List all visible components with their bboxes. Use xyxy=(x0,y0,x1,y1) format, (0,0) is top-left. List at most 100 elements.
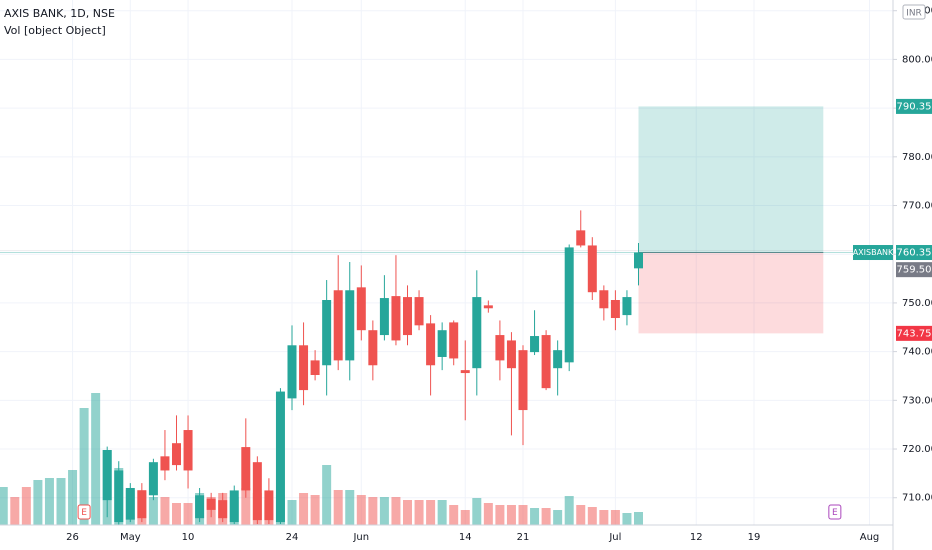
grid xyxy=(0,0,893,525)
volume-bar xyxy=(10,497,20,525)
x-tick-label: Aug xyxy=(860,532,880,543)
price-label-bg xyxy=(896,325,932,341)
price-label-bg xyxy=(896,98,932,114)
currency[interactable]: INR xyxy=(906,9,922,19)
chart-title: AXIS BANK, 1D, NSE xyxy=(4,7,115,20)
volume-bar xyxy=(21,487,31,525)
volume-bar xyxy=(622,513,632,525)
candle-body xyxy=(506,340,516,369)
candle-body xyxy=(356,287,366,331)
volume-bar xyxy=(426,500,436,525)
candle-body xyxy=(183,430,193,471)
volume-bar xyxy=(148,497,158,525)
event-label: E xyxy=(832,508,838,518)
x-tick-label: Jun xyxy=(352,532,369,543)
candle-body xyxy=(403,297,412,336)
volume-bar xyxy=(172,503,181,525)
symbol-label: AXISBANK xyxy=(853,248,894,257)
candle-body xyxy=(125,487,135,520)
candle-body xyxy=(460,370,470,374)
candle-body xyxy=(299,345,309,391)
candle-body xyxy=(160,456,170,471)
price-label: 790.35 xyxy=(897,101,932,112)
candle-body xyxy=(610,300,620,319)
volume-bar xyxy=(518,505,528,525)
y-tick-label: 730.00 xyxy=(902,395,932,406)
candle-body xyxy=(333,290,343,361)
candle-body xyxy=(102,450,112,501)
candle-body xyxy=(541,335,551,389)
price-label: 760.35 xyxy=(897,248,932,259)
candle-body xyxy=(622,297,632,316)
volume-bar xyxy=(553,510,563,525)
target-zone xyxy=(638,106,824,253)
volume-bar xyxy=(56,478,66,525)
candle-body xyxy=(530,336,540,353)
event-badge xyxy=(77,504,91,520)
volume-bar xyxy=(91,393,101,525)
candle-body xyxy=(218,500,228,519)
candle-body xyxy=(634,252,643,269)
candle-body xyxy=(449,322,459,359)
candle-body xyxy=(599,290,609,309)
volume-bar xyxy=(379,497,389,525)
x-tick-label: 26 xyxy=(66,532,79,543)
currency-badge[interactable] xyxy=(902,4,926,20)
candle-body xyxy=(287,345,297,399)
volume-bar xyxy=(345,490,355,525)
volume-bar xyxy=(68,470,78,525)
stop-zone xyxy=(638,252,824,334)
x-tick-label: Jul xyxy=(608,532,621,543)
candle-body xyxy=(310,360,320,375)
y-tick-label: 740.00 xyxy=(902,347,932,358)
candle-body xyxy=(576,230,586,246)
candle-body xyxy=(172,443,181,466)
volume-bar xyxy=(460,510,470,525)
candle-body xyxy=(414,297,424,326)
y-tick-label: 750.00 xyxy=(902,298,932,309)
y-tick-label: 780.00 xyxy=(902,152,932,163)
volume-bar xyxy=(44,478,54,525)
candle-body xyxy=(368,330,378,366)
volume-bar xyxy=(183,503,193,525)
volume-bar xyxy=(472,498,482,525)
price-label: 743.75 xyxy=(897,328,932,339)
candle-body xyxy=(322,300,332,366)
candle-body xyxy=(472,297,482,369)
x-tick-label: 21 xyxy=(517,532,530,543)
x-tick-label: 14 xyxy=(459,532,472,543)
candle-body xyxy=(483,305,493,309)
candle-body xyxy=(252,462,262,521)
volume-bar xyxy=(599,510,609,525)
volume-bar xyxy=(368,497,378,525)
volume-bar xyxy=(587,507,597,525)
candle-body xyxy=(137,490,147,519)
volume-bar xyxy=(391,497,401,525)
candle-body xyxy=(264,490,274,521)
y-tick-label: 800.00 xyxy=(902,54,932,65)
candle-body xyxy=(518,350,528,411)
candle-body xyxy=(437,330,447,357)
x-tick-label: May xyxy=(120,532,141,543)
volume-bar xyxy=(530,508,540,525)
candle-body xyxy=(587,245,597,293)
volume-bar xyxy=(610,510,620,525)
candle-body xyxy=(391,296,401,341)
volume-bar xyxy=(449,505,459,525)
y-tick-label: 710.00 xyxy=(902,493,932,504)
volume-bar xyxy=(437,500,447,525)
volume-bar xyxy=(564,496,574,525)
event-label: E xyxy=(81,508,87,518)
candle-body xyxy=(553,350,563,369)
x-tick-label: 10 xyxy=(182,532,195,543)
price-label: 759.50 xyxy=(897,265,932,276)
volume-bar xyxy=(495,505,505,525)
x-tick-label: 24 xyxy=(286,532,299,543)
candle-body xyxy=(229,490,239,523)
candle-body xyxy=(195,495,205,519)
symbol-label-bg xyxy=(853,245,893,261)
volume-bar xyxy=(287,500,297,525)
